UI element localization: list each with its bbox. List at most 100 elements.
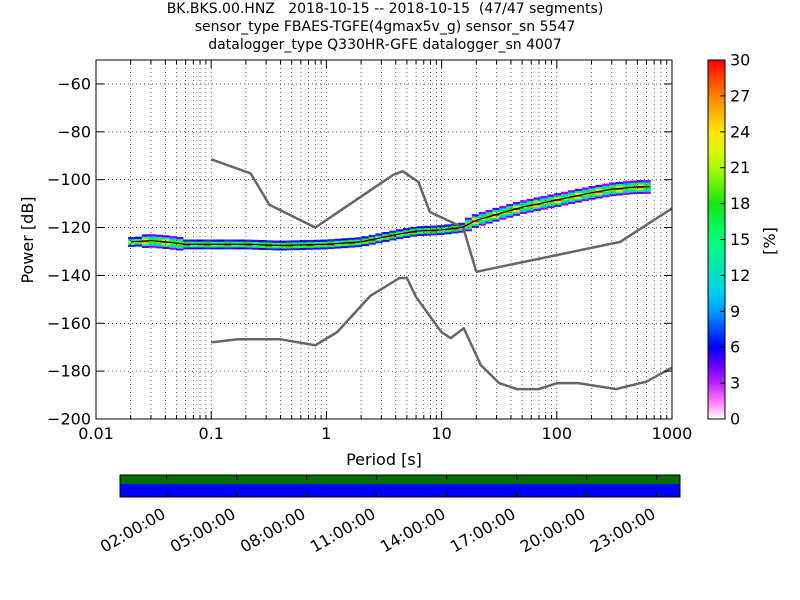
heatmap-cell xyxy=(203,239,211,242)
heatmap-cell xyxy=(320,241,328,244)
heatmap-cell xyxy=(616,181,624,185)
heatmap-cell xyxy=(368,234,376,238)
heatmap-cell xyxy=(423,231,431,234)
heatmap-cell xyxy=(409,226,418,230)
heatmap-cell xyxy=(238,247,246,250)
heatmap-cell xyxy=(574,200,583,203)
heatmap-cell xyxy=(238,239,246,242)
heatmap-cell xyxy=(416,228,424,231)
colorbar-tick-label: 3 xyxy=(730,374,740,393)
heatmap-cell xyxy=(595,186,603,189)
heatmap-cell xyxy=(506,205,514,209)
heatmap-cell xyxy=(444,230,452,233)
heatmap-cell xyxy=(176,236,184,240)
heatmap-cell xyxy=(485,217,493,220)
heatmap-cell xyxy=(403,229,411,233)
heatmap-cell xyxy=(286,240,294,243)
heatmap-cell xyxy=(183,247,191,250)
data-available-strip xyxy=(120,475,680,484)
heatmap-cell xyxy=(334,238,342,241)
heatmap-cell xyxy=(327,241,335,244)
heatmap-cell xyxy=(279,246,287,249)
heatmap-cell xyxy=(485,213,493,216)
heatmap-cell xyxy=(361,241,369,245)
chart-title-line3: datalogger_type Q330HR-GFE datalogger_sn… xyxy=(208,37,562,53)
heatmap-cell xyxy=(375,239,383,242)
heatmap-cell xyxy=(382,233,390,237)
heatmap-cell xyxy=(526,206,534,209)
heatmap-cell xyxy=(616,191,624,194)
chart-title-line2: sensor_type FBAES-TGFE(4gmax5v_g) sensor… xyxy=(194,19,576,35)
heatmap-cell xyxy=(512,205,521,209)
heatmap-cell xyxy=(279,240,287,243)
heatmap-cell xyxy=(341,245,349,249)
heatmap-cell xyxy=(128,238,136,242)
heatmap-cell xyxy=(293,242,301,245)
heatmap-cell xyxy=(396,234,404,238)
heatmap-cell xyxy=(547,194,555,197)
time-tick-label: 14:00:00 xyxy=(377,504,449,556)
x-axis-label: Period [s] xyxy=(346,450,422,469)
heatmap-cell xyxy=(464,225,473,228)
heatmap-cell xyxy=(471,221,479,225)
heatmap-cell xyxy=(609,184,617,187)
heatmap-cell xyxy=(176,248,184,251)
heatmap-cell xyxy=(581,198,589,202)
heatmap-cell xyxy=(609,193,617,197)
heatmap-cell xyxy=(162,242,170,246)
heatmap-cell xyxy=(595,196,603,199)
heatmap-cell xyxy=(629,188,637,191)
nhnm-curve-long-period xyxy=(476,207,673,274)
heatmap-cell xyxy=(506,213,514,216)
heatmap-cell xyxy=(512,213,521,216)
heatmap-cell xyxy=(519,204,528,207)
heatmap-cell xyxy=(616,183,624,186)
time-tick-label: 17:00:00 xyxy=(447,504,519,556)
heatmap-cell xyxy=(224,245,232,248)
colorbar-tick-label: 30 xyxy=(730,51,750,70)
time-tick-label: 02:00:00 xyxy=(97,504,169,556)
heatmap-cell xyxy=(478,213,486,217)
heatmap-cell xyxy=(458,222,466,226)
heatmap-cell xyxy=(471,216,479,219)
heatmap-cell xyxy=(464,227,473,230)
heatmap-cell xyxy=(128,244,136,247)
heatmap-cell xyxy=(403,233,411,236)
heatmap-cell xyxy=(499,207,507,211)
heatmap-cell xyxy=(251,247,259,250)
heatmap-cell xyxy=(506,211,514,214)
heatmap-cell xyxy=(471,225,479,228)
heatmap-cell xyxy=(499,213,507,216)
heatmap-cell xyxy=(368,242,376,245)
heatmap-cell xyxy=(203,247,211,250)
heatmap-cell xyxy=(492,209,500,213)
heatmap-cell xyxy=(224,239,232,242)
heatmap-cell xyxy=(155,236,163,239)
heatmap-cell xyxy=(155,238,163,241)
heatmap-cell xyxy=(609,190,617,193)
heatmap-cell xyxy=(581,191,589,194)
heatmap-cell xyxy=(231,247,239,250)
heatmap-cell xyxy=(265,246,273,249)
heatmap-cell xyxy=(492,207,500,211)
heatmap-cell xyxy=(485,209,493,213)
heatmap-cell xyxy=(526,210,534,213)
heatmap-cell xyxy=(643,189,651,192)
heatmap-cell xyxy=(141,238,150,241)
heatmap-cell xyxy=(244,239,253,242)
heatmap-cell xyxy=(430,231,438,234)
nhnm-curve xyxy=(210,158,478,273)
heatmap-cell xyxy=(458,230,466,233)
heatmap-cell xyxy=(258,247,266,250)
heatmap-cell xyxy=(451,225,459,228)
heatmap-cell xyxy=(148,243,156,246)
heatmap-cell xyxy=(210,241,218,244)
heatmap-cell xyxy=(519,209,528,213)
heatmap-cell xyxy=(547,202,555,205)
y-tick-label: −120 xyxy=(47,218,91,237)
heatmap-cell xyxy=(265,247,273,251)
heatmap-cell xyxy=(554,204,562,207)
heatmap-cell xyxy=(348,239,356,242)
heatmap-cell xyxy=(636,187,644,191)
